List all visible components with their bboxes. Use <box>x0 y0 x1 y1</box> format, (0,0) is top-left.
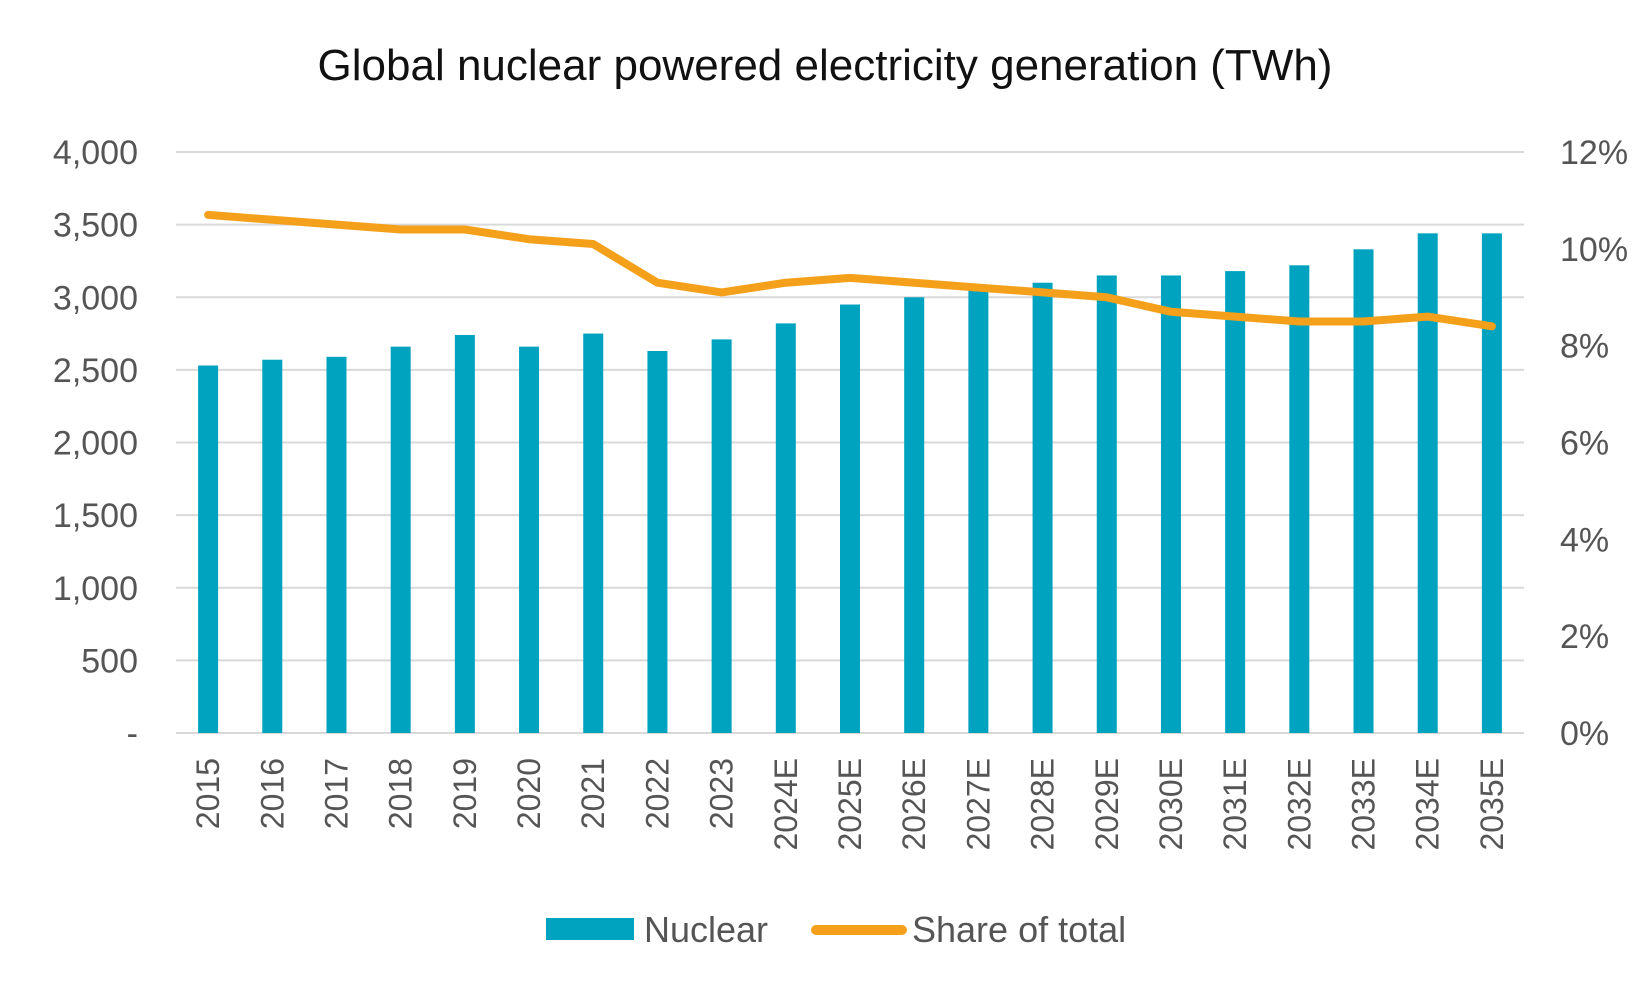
bar <box>1417 233 1438 733</box>
right-tick-label: 0% <box>1560 715 1609 753</box>
bar <box>519 346 540 733</box>
legend: Nuclear Share of total <box>546 909 1126 950</box>
bar <box>326 356 347 733</box>
legend-label-share: Share of total <box>912 909 1126 950</box>
left-tick-label: 1,000 <box>53 570 138 608</box>
x-tick-label: 2029E <box>1089 758 1125 851</box>
series-line-share <box>204 210 1496 331</box>
left-tick-label: 500 <box>81 642 138 680</box>
x-tick-label: 2019 <box>447 758 483 829</box>
x-tick-label: 2018 <box>383 758 419 829</box>
x-tick-label: 2025E <box>832 758 868 851</box>
left-tick-label: 4,000 <box>53 134 138 172</box>
x-tick-label: 2026E <box>896 758 932 851</box>
right-tick-label: 10% <box>1560 231 1628 269</box>
x-tick-label: 2027E <box>960 758 996 851</box>
bar <box>1353 249 1374 733</box>
bar <box>583 333 604 733</box>
x-tick-label: 2031E <box>1217 758 1253 851</box>
right-tick-label: 4% <box>1560 521 1609 559</box>
right-tick-label: 8% <box>1560 328 1609 366</box>
x-tick-label: 2035E <box>1474 758 1510 851</box>
bar <box>262 359 283 733</box>
left-tick-label: 3,500 <box>53 207 138 245</box>
bar <box>775 323 796 733</box>
bar <box>1481 233 1502 733</box>
nuclear-bars <box>198 233 1502 733</box>
bar <box>647 350 668 733</box>
bar <box>968 287 989 733</box>
x-tick-label: 2016 <box>254 758 290 829</box>
right-axis-ticks: 0% 2% 4% 6% 8% 10% 12% <box>1560 134 1628 753</box>
bar <box>1096 275 1117 733</box>
x-tick-label: 2030E <box>1153 758 1189 851</box>
bar <box>198 365 219 733</box>
bar <box>840 304 860 733</box>
left-axis-ticks: - 500 1,000 1,500 2,000 2,500 3,000 3,500 4,000 <box>53 134 138 753</box>
x-tick-label: 2034E <box>1410 758 1446 851</box>
right-tick-label: 2% <box>1560 618 1609 656</box>
x-axis-ticks: 2015 2016 2017 2018 2019 2020 2021 2022 2023 2024… <box>190 758 1510 851</box>
bar <box>1225 271 1246 733</box>
right-tick-label: 6% <box>1560 425 1609 463</box>
legend-swatch-nuclear <box>546 918 634 940</box>
x-tick-label: 2021 <box>575 758 611 829</box>
x-tick-label: 2017 <box>318 758 354 829</box>
x-tick-label: 2028E <box>1025 758 1061 851</box>
left-tick-label: 1,500 <box>53 497 138 535</box>
x-tick-label: 2020 <box>511 758 547 829</box>
x-tick-label: 2022 <box>639 758 675 829</box>
bar <box>904 297 925 733</box>
legend-label-nuclear: Nuclear <box>644 909 768 950</box>
bar <box>711 339 732 733</box>
chart-title: Global nuclear powered electricity gener… <box>318 41 1333 90</box>
x-tick-label: 2015 <box>190 758 226 829</box>
bar <box>1160 275 1181 733</box>
right-tick-label: 12% <box>1560 134 1628 172</box>
bar <box>1032 282 1053 733</box>
left-tick-label: - <box>127 715 138 753</box>
share-line <box>204 210 1496 331</box>
x-tick-label: 2023 <box>704 758 740 829</box>
x-tick-label: 2024E <box>768 758 804 851</box>
bar <box>454 335 475 733</box>
x-tick-label: 2032E <box>1281 758 1317 851</box>
bar <box>1289 265 1310 733</box>
left-tick-label: 3,000 <box>53 279 138 317</box>
left-tick-label: 2,500 <box>53 352 138 390</box>
bar <box>390 346 411 733</box>
left-tick-label: 2,000 <box>53 425 138 463</box>
x-tick-label: 2033E <box>1346 758 1382 851</box>
